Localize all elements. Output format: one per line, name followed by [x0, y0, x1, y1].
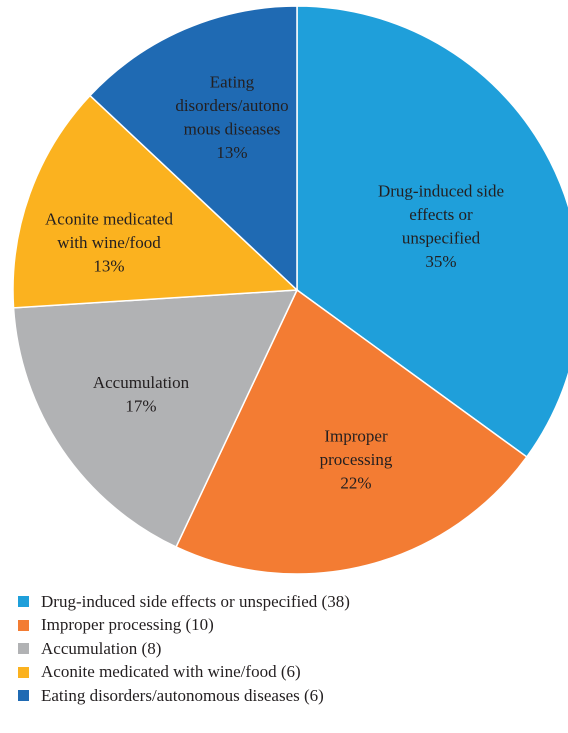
pie-chart: Drug-induced side effects or unspecified 35…: [12, 5, 568, 575]
legend-label: Eating disorders/autonomous diseases (6): [41, 685, 324, 705]
slice-label-line: Drug-induced side: [378, 182, 504, 201]
slice-label-line: with wine/food: [57, 233, 161, 252]
legend-swatch: [18, 596, 29, 608]
slice-label-line: disorders/autono: [175, 96, 288, 115]
slice-label-line: mous diseases: [184, 120, 281, 139]
slice-percent: 17%: [125, 397, 156, 416]
slice-label-line: Eating: [210, 73, 255, 92]
pie-slices: [12, 5, 568, 575]
slice-label-line: processing: [320, 450, 393, 469]
pie-slice-2: [12, 289, 299, 548]
pie-slice-4: [88, 5, 298, 292]
slice-label-line: effects or: [409, 205, 473, 224]
slice-percent: 13%: [216, 143, 247, 162]
legend-swatch: [18, 619, 29, 631]
slice-label-0: Drug-induced side effects or unspecified 35…: [378, 182, 504, 271]
pie-slice-0: [296, 5, 568, 458]
legend-item-3: Aconite medicated with wine/food (6): [18, 661, 350, 685]
legend: Drug-induced side effects or unspecified…: [18, 590, 350, 708]
legend-item-1: Improper processing (10): [18, 614, 350, 638]
slice-percent: 13%: [93, 256, 124, 275]
slice-label-line: Aconite medicated: [45, 209, 173, 228]
slice-label-line: Accumulation: [93, 373, 190, 392]
legend-swatch: [18, 666, 29, 678]
slice-label-1: Improper processing 22%: [320, 426, 393, 492]
legend-swatch: [18, 643, 29, 655]
pie-slice-3: [12, 94, 299, 309]
slice-label-2: Accumulation 17%: [93, 373, 190, 416]
legend-item-2: Accumulation (8): [18, 637, 350, 661]
slice-label-3: Aconite medicated with wine/food 13%: [45, 209, 173, 275]
legend-label: Drug-induced side effects or unspecified…: [41, 591, 350, 611]
slice-percent: 35%: [425, 252, 456, 271]
legend-label: Accumulation (8): [41, 638, 162, 658]
slice-label-4: Eating disorders/autono mous diseases 13%: [175, 73, 288, 163]
slice-label-line: unspecified: [402, 229, 481, 248]
legend-label: Improper processing (10): [41, 615, 214, 635]
legend-item-0: Drug-induced side effects or unspecified…: [18, 590, 350, 614]
legend-swatch: [18, 690, 29, 702]
slice-label-line: Improper: [324, 426, 388, 445]
slice-percent: 22%: [340, 473, 371, 492]
legend-label: Aconite medicated with wine/food (6): [41, 662, 301, 682]
legend-item-4: Eating disorders/autonomous diseases (6): [18, 684, 350, 708]
pie-labels: Drug-induced side effects or unspecified 35…: [45, 73, 504, 493]
